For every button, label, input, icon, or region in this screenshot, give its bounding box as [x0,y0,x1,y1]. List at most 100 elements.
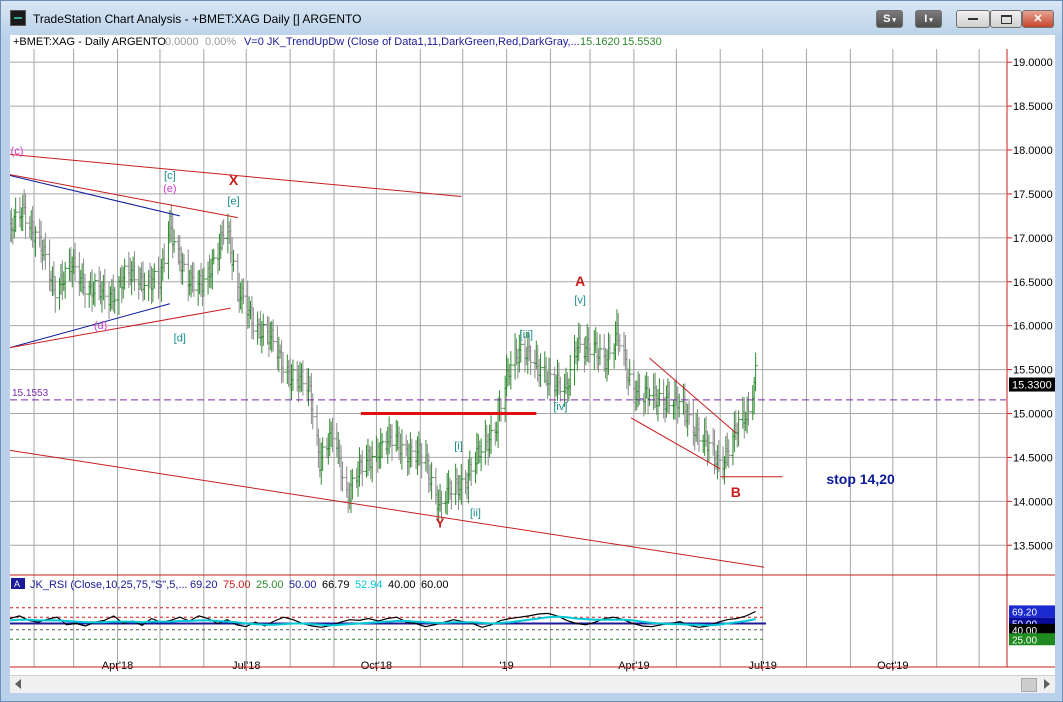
trendline [9,303,171,349]
maximize-button[interactable] [990,10,1022,28]
rsi-series-line [9,610,756,628]
tradestation-app-icon [10,10,26,26]
rsi-indicator-label: JK_RSI (Close,10,25,75,"S",5,... [30,579,188,591]
wave-annotation: [e] [227,195,239,207]
rsi-last-value-label: 69.20 [1012,607,1037,618]
trendline [9,307,231,349]
date-axis-label: Jul'18 [232,660,260,672]
wave-annotation: (c) [11,145,24,157]
minimize-icon [968,18,978,21]
minimize-button[interactable] [956,10,990,28]
wave-annotation: [v] [574,295,586,307]
price-axis-label: 18.5000 [1013,101,1053,113]
wave-annotation: [iv] [553,401,567,413]
price-bars [8,189,758,524]
trendlines [9,153,1006,568]
wave-annotation: [d] [174,332,186,344]
close-button[interactable]: ✕ [1022,10,1054,28]
rsi-axis-badge [1009,623,1055,636]
rsi-value-2: 25.00 [256,579,284,591]
trendline [9,449,765,568]
chart-area[interactable]: 15.1553 (c) [c] (e) X [e] (d) [d] Y [i] [ii] [iii] [… [8,35,1055,693]
last-price-marker [1009,377,1055,392]
price-axis-label: 14.0000 [1013,496,1053,508]
rsi-axis-badge [1009,633,1055,646]
date-axis-label: Apr'18 [102,660,133,672]
scroll-right-icon[interactable] [1044,679,1050,689]
wave-annotation: [c] [164,170,176,182]
rsi-last-value-badge [1009,605,1055,618]
trendline [9,174,238,219]
scroll-thumb[interactable] [1021,678,1037,692]
window-title: TradeStation Chart Analysis - +BMET:XAG … [33,12,362,26]
trendline [9,153,462,198]
wave-annotation: B [731,484,741,500]
maximize-icon [1000,14,1012,24]
date-axis-label: '19 [499,660,513,672]
reference-level-label: 15.1553 [12,388,49,399]
rsi-axis-label: 40.00 [1012,626,1037,637]
last-price-label: 15.3300 [1012,380,1052,392]
price-axis: 19.0000 18.5000 18.0000 17.5000 17.0000 16.50… [10,49,1055,667]
date-axis-label: Oct'18 [361,660,392,672]
title-bar[interactable]: TradeStation Chart Analysis - +BMET:XAG … [1,1,1062,35]
price-axis-label: 13.5000 [1013,540,1053,552]
price-axis-label: 15.5000 [1013,365,1053,377]
date-axis-label: Apr'19 [618,660,649,672]
date-axis-label: Oct'19 [877,660,908,672]
chart-change-abs: 0.0000 [165,36,199,48]
price-axis-label: 19.0000 [1013,57,1053,69]
date-axis: Apr'18 Jul'18 Oct'18 '19 Apr'19 Jul'19 Oct'19 [10,660,1055,672]
chart-change-pct: 0.00% [205,36,236,48]
s-menu-button[interactable]: S ▾ [876,10,903,28]
indicator-value-1: 15.1620 [580,36,620,48]
date-axis-label: Jul'19 [748,660,776,672]
i-button-label: I [924,13,928,25]
wave-annotation: [i] [454,441,463,453]
rsi-value-4: 66.79 [322,579,350,591]
price-axis-label: 16.0000 [1013,321,1053,333]
rsi-panel-tab[interactable] [11,578,25,589]
s-button-label: S [883,13,891,25]
wave-annotation: (d) [94,320,107,332]
price-grid [10,49,1006,667]
trendline [630,417,721,470]
wave-annotation: X [229,172,239,188]
trendline [649,357,737,434]
rsi-value-7: 60.00 [421,579,449,591]
price-axis-label: 14.5000 [1013,452,1053,464]
price-axis-label: 18.0000 [1013,145,1053,157]
horizontal-scrollbar[interactable] [10,675,1055,693]
rsi-value-0: 69.20 [190,579,218,591]
price-axis-label: 16.5000 [1013,277,1053,289]
wave-annotation: (e) [163,183,176,195]
rsi-series-line [9,615,756,627]
rsi-value-1: 75.00 [223,579,251,591]
chart-symbol: +BMET:XAG - Daily ARGENTO [13,36,166,48]
rsi-value-3: 50.00 [289,579,317,591]
price-axis-label: 17.0000 [1013,233,1053,245]
rsi-panel-tab-letter: A [14,579,20,589]
wave-annotation: A [575,273,585,289]
close-icon: ✕ [1033,13,1043,25]
rsi-axis-label: 25.00 [1012,635,1037,646]
rsi-value-6: 40.00 [388,579,416,591]
scroll-left-icon[interactable] [15,679,21,689]
i-menu-button[interactable]: I ▾ [915,10,942,28]
price-axis-label: 17.5000 [1013,189,1053,201]
dropdown-arrow-icon: ▾ [890,17,896,24]
wave-annotations: 15.1553 (c) [c](e) X [e] (d) [d] Y [i] [ii] [iii] [… [11,145,895,530]
wave-annotation: stop 14,20 [826,471,895,487]
wave-annotation: Y [436,516,445,531]
dropdown-arrow-icon: ▾ [927,17,933,24]
indicator-value-2: 15.5530 [622,36,662,48]
wave-annotation: [ii] [470,507,481,519]
chart-svg[interactable]: 15.1553 (c) [c](e) X [e] (d) [d] Y [i] [ii] [iii] [… [8,35,1055,675]
rsi-value-5: 52.94 [355,579,383,591]
wave-annotation: [iii] [520,329,533,341]
trendline [9,174,180,217]
price-axis-label: 15.0000 [1013,409,1053,421]
indicator-label: V=0 JK_TrendUpDw (Close of Data1,11,Dark… [244,36,580,48]
